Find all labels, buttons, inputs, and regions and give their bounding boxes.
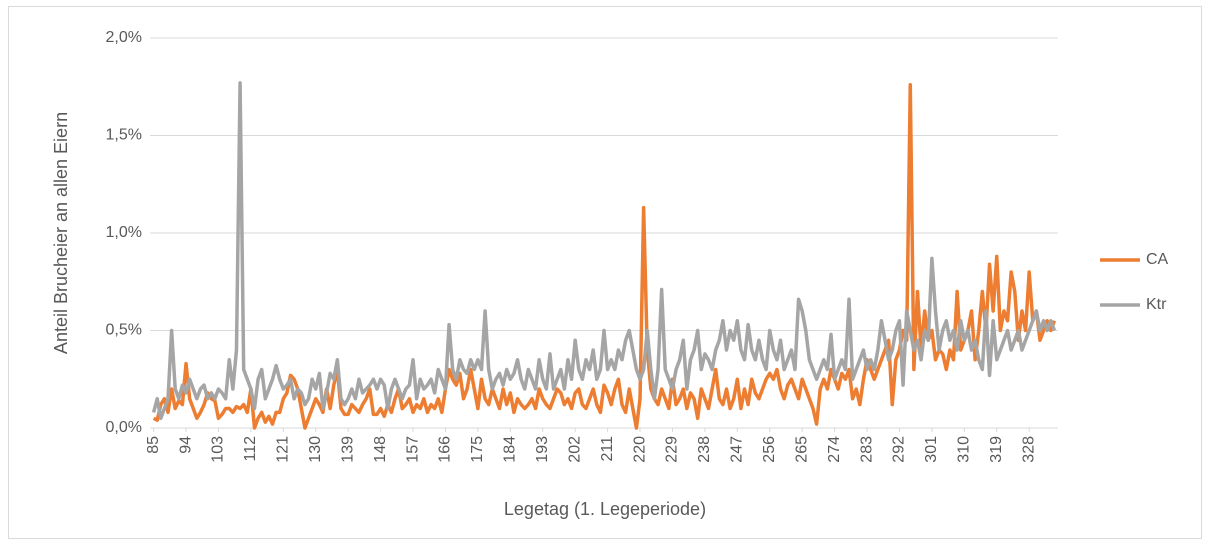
x-tick-label: 103 — [210, 436, 227, 463]
series-line — [151, 81, 1057, 420]
x-axis-title: Legetag (1. Legeperiode) — [504, 499, 706, 519]
y-tick-label: 1,5% — [106, 127, 142, 144]
x-tick-label: 283 — [858, 436, 875, 463]
x-tick-label: 121 — [275, 436, 292, 463]
x-tick-label: 166 — [437, 436, 454, 463]
x-tick-label: 202 — [566, 436, 583, 463]
legend-label: Ktr — [1146, 296, 1167, 313]
x-tick-label: 229 — [664, 436, 681, 463]
x-tick-label: 193 — [534, 436, 551, 463]
x-tick-label: 265 — [793, 436, 810, 463]
y-axis-title: Anteil Brucheier an allen Eiern — [51, 112, 71, 354]
y-tick-label: 0,0% — [106, 419, 142, 436]
x-tick-label: 148 — [372, 436, 389, 463]
x-tick-label: 238 — [696, 436, 713, 463]
y-tick-label: 1,0% — [106, 224, 142, 241]
x-tick-label: 274 — [826, 436, 843, 463]
x-tick-label: 85 — [145, 436, 162, 454]
x-tick-label: 130 — [307, 436, 324, 463]
x-tick-label: 94 — [177, 436, 194, 454]
x-tick-label: 157 — [404, 436, 421, 463]
x-tick-label: 301 — [923, 436, 940, 463]
x-tick-label: 220 — [631, 436, 648, 463]
y-tick-label: 0,5% — [106, 322, 142, 339]
x-tick-label: 310 — [956, 436, 973, 463]
x-tick-label: 175 — [469, 436, 486, 463]
x-tick-label: 184 — [502, 436, 519, 463]
x-tick-label: 292 — [891, 436, 908, 463]
x-tick-label: 256 — [761, 436, 778, 463]
x-tick-label: 319 — [988, 436, 1005, 463]
x-tick-label: 247 — [729, 436, 746, 463]
x-tick-label: 328 — [1020, 436, 1037, 463]
x-tick-label: 112 — [242, 436, 259, 462]
x-tick-label: 211 — [599, 436, 616, 462]
chart-frame — [8, 6, 1202, 539]
x-tick-label: 139 — [339, 436, 356, 463]
y-tick-label: 2,0% — [106, 29, 142, 46]
legend-label: CA — [1146, 251, 1169, 268]
